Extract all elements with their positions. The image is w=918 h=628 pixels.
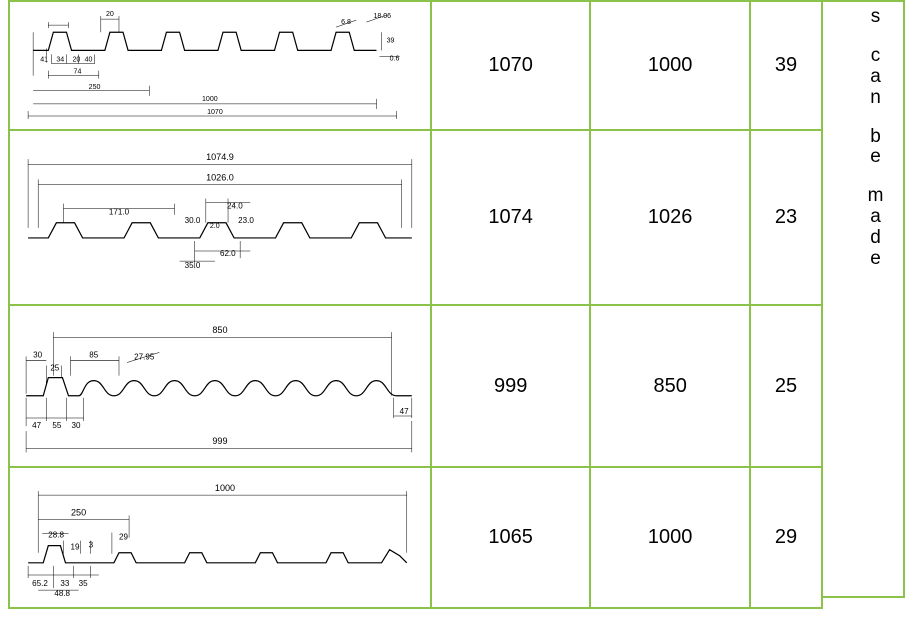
diagram-cell-0: 20 18.06 6.8 41 34 20 [9, 1, 431, 130]
dim-label: 1000 [202, 96, 218, 103]
side-note-column: s c a n b e m a d e [823, 0, 905, 598]
profile-diagram-2: 850 30 25 85 27.95 [18, 315, 422, 456]
vertical-text: s c a n b e m a d e [868, 7, 884, 270]
dim-label: 35.0 [185, 261, 201, 270]
dim-label: 250 [89, 84, 101, 91]
dim-label: 35 [79, 579, 88, 588]
dim-label: 24.0 [227, 201, 243, 210]
dim-label: 34 [56, 56, 64, 63]
dim-label: 1026.0 [206, 172, 234, 182]
dim-label: 3 [89, 541, 94, 550]
dim-label: 30 [72, 421, 81, 430]
profile-spec-table: 20 18.06 6.8 41 34 20 [8, 0, 823, 609]
dim-label: 25 [50, 364, 59, 373]
dim-label: 1000 [215, 483, 235, 493]
dim-label: 29 [119, 533, 128, 542]
value-cell: 1065 [431, 467, 591, 608]
dim-label: 55 [52, 421, 61, 430]
dim-label: 41 [40, 56, 48, 63]
value-cell: 1026 [590, 130, 750, 305]
diagram-cell-2: 850 30 25 85 27.95 [9, 305, 431, 467]
dim-label: 39 [387, 37, 395, 44]
dim-label: 48.8 [54, 589, 70, 598]
value-cell: 850 [590, 305, 750, 467]
dim-label: 74 [74, 69, 82, 76]
value-cell: 1074 [431, 130, 591, 305]
dim-label: 28.8 [48, 531, 64, 540]
dim-label: 850 [212, 326, 227, 336]
dim-label: 85 [89, 351, 98, 360]
dim-label: 30.0 [185, 216, 201, 225]
value-cell: 39 [750, 1, 822, 130]
value-cell: 1000 [590, 467, 750, 608]
dim-label: 65.2 [32, 579, 48, 588]
dim-label: 20 [106, 11, 114, 18]
profile-diagram-0: 20 18.06 6.8 41 34 20 [18, 10, 422, 121]
value-cell: 1000 [590, 1, 750, 130]
profile-diagram-1: 1074.9 1026.0 171.0 30.0 24.0 [18, 142, 422, 293]
dim-label: 62.0 [220, 249, 236, 258]
value-cell: 1070 [431, 1, 591, 130]
dim-label: 40 [85, 56, 93, 63]
value-cell: 29 [750, 467, 822, 608]
dim-label: 171.0 [109, 208, 130, 217]
dim-label: 250 [71, 507, 86, 517]
profile-diagram-3: 1000 250 28.8 19 3 29 [18, 477, 422, 598]
value-cell: 23 [750, 130, 822, 305]
dim-label: 1070 [207, 109, 223, 116]
diagram-cell-3: 1000 250 28.8 19 3 29 [9, 467, 431, 608]
dim-label: 47 [32, 421, 41, 430]
dim-label: 23.0 [238, 216, 254, 225]
dim-label: 19 [71, 543, 80, 552]
dim-label: 20 [73, 56, 81, 63]
dim-label: 1074.9 [206, 152, 234, 162]
dim-label: 33 [60, 579, 69, 588]
dim-label: 30 [33, 351, 42, 360]
dim-label: 47 [400, 407, 409, 416]
dim-label: 999 [212, 437, 227, 447]
value-cell: 999 [431, 305, 591, 467]
value-cell: 25 [750, 305, 822, 467]
dim-label: 2.0 [210, 223, 220, 230]
diagram-cell-1: 1074.9 1026.0 171.0 30.0 24.0 [9, 130, 431, 305]
